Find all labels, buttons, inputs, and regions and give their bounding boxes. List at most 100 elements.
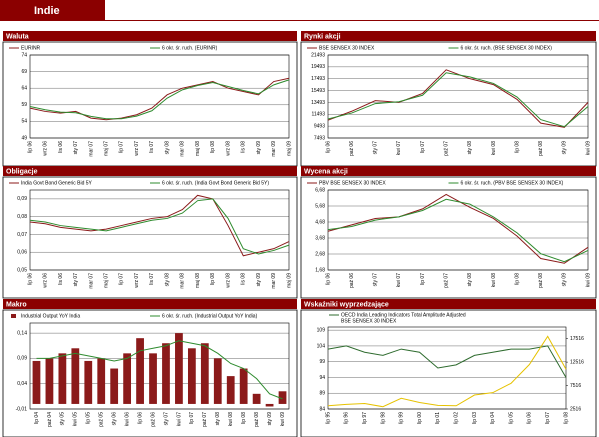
x-tick-label: lip 06 [137,412,143,424]
x-tick-label: lip 08 [241,412,247,424]
bar [97,358,106,404]
x-tick-label: kwi 08 [228,412,234,426]
x-tick-label: lip 95 [325,412,331,424]
x-tick-label: sty 09 [256,141,262,155]
series-line [327,72,589,128]
x-tick-label: lip 08 [514,273,520,285]
series-line [327,335,567,408]
series-line [29,194,290,257]
x-tick-label: lip 98 [380,412,386,424]
y-tick-label: 0,14 [17,330,27,336]
legend-label: 6 okr. śr. ruch. (PBV BSE SENSEX 30 INDE… [461,180,564,186]
x-tick-label: sty 09 [256,273,262,287]
y-tick-label: 2,68 [315,251,325,257]
x-tick-label: lis 06 [58,273,64,285]
y-tick-label: 19493 [311,64,325,70]
x-tick-label: lip 97 [362,412,368,424]
x-tick-label: lip 07 [119,273,125,285]
y2-tick-label: 2516 [570,406,581,412]
x-tick-label: lip 96 [344,412,350,424]
x-tick-label: lip 07 [189,412,195,424]
x-tick-label: lip 06 [27,273,33,285]
x-tick-label: mar 09 [271,141,277,157]
x-tick-label: maj 09 [286,273,292,288]
panel-title-bar [3,166,297,176]
legend-label: BSE SENSEX 30 INDEX [319,45,375,51]
panel-title-bar [3,299,297,309]
x-tick-label: lis 07 [149,141,155,153]
bar [136,338,144,404]
x-tick-label: paź 04 [47,412,53,427]
bar [71,348,80,404]
x-tick-label: wrz 06 [43,273,49,288]
x-tick-label: lip 99 [399,412,405,424]
x-tick-label: paź 06 [349,141,355,156]
x-tick-label: lip 07 [420,141,426,153]
header-title: Indie [34,5,60,17]
y-tick-label: 49 [21,135,27,141]
x-tick-label: paź 08 [538,273,544,288]
x-tick-label: lip 01 [435,412,441,424]
x-tick-label: maj 09 [286,141,292,156]
x-tick-label: kwi 07 [396,273,402,287]
x-tick-label: kwi 08 [491,273,497,287]
panel-title: Waluta [6,33,29,40]
y-tick-label: 99 [319,359,325,365]
plot-area [29,322,290,410]
bar [239,368,248,404]
panel-title-bar [3,31,297,41]
legend-label: 6 okr. śr. ruch. (India Govt Bond Generi… [162,180,269,186]
plot-area [327,54,589,139]
bar [213,358,222,404]
x-tick-label: lip 08 [210,273,216,285]
bar [58,353,67,404]
y-tick-label: 89 [319,391,325,397]
x-tick-label: sty 08 [215,412,221,426]
bar [278,391,287,404]
legend-label: OECD India Leading Indicators Total Ampl… [341,312,466,318]
x-tick-label: sty 09 [562,273,568,287]
panel-title: Wskaźniki wyprzedzające [304,301,389,308]
panel-title-bar [301,299,596,309]
bar [187,348,196,404]
y-tick-label: 0,07 [17,232,27,238]
bar [175,333,183,404]
x-tick-label: paź 07 [202,412,208,427]
x-tick-label: lip 03 [472,412,478,424]
legend-label: PBV BSE SENSEX 30 INDEX [319,180,386,186]
header-box [0,0,105,20]
x-tick-label: lip 06 [325,273,331,285]
x-tick-label: paź 06 [150,412,156,427]
x-tick-label: sty 09 [267,412,273,426]
legend-label: India Govt Bond Generic Bid 5Y [21,180,93,186]
y-tick-label: 0,04 [17,381,27,387]
y-tick-label: 84 [319,406,325,412]
legend-label: Industrial Output YoY India [21,313,80,319]
x-tick-label: kwi 07 [396,141,402,155]
series-line [327,193,589,264]
x-tick-label: lip 07 [420,273,426,285]
bar [162,343,170,404]
x-tick-label: wrz 07 [134,273,140,288]
y-tick-label: 6,68 [315,187,325,193]
y-tick-label: 13493 [311,100,325,106]
bar [110,368,119,404]
panel-title: Wycena akcji [304,168,348,175]
bar [123,353,132,404]
x-tick-label: lip 05 [508,412,514,424]
legend-label: 6 okr. śr. ruch. (Industrial Output YoY … [162,313,258,319]
x-tick-label: kwi 06 [124,412,130,426]
x-tick-label: mar 07 [88,273,94,289]
x-tick-label: kwi 07 [176,412,182,426]
x-tick-label: lip 02 [453,412,459,424]
y-tick-label: 15493 [311,88,325,94]
x-tick-label: lip 00 [417,412,423,424]
x-tick-label: lip 07 [119,141,125,153]
x-tick-label: sty 08 [164,273,170,287]
y-tick-label: -0,01 [16,406,28,412]
x-tick-label: lis 08 [241,273,247,285]
x-tick-label: sty 07 [163,412,169,426]
x-tick-label: paź 05 [99,412,105,427]
series-line [29,79,290,120]
series-line [36,340,283,400]
